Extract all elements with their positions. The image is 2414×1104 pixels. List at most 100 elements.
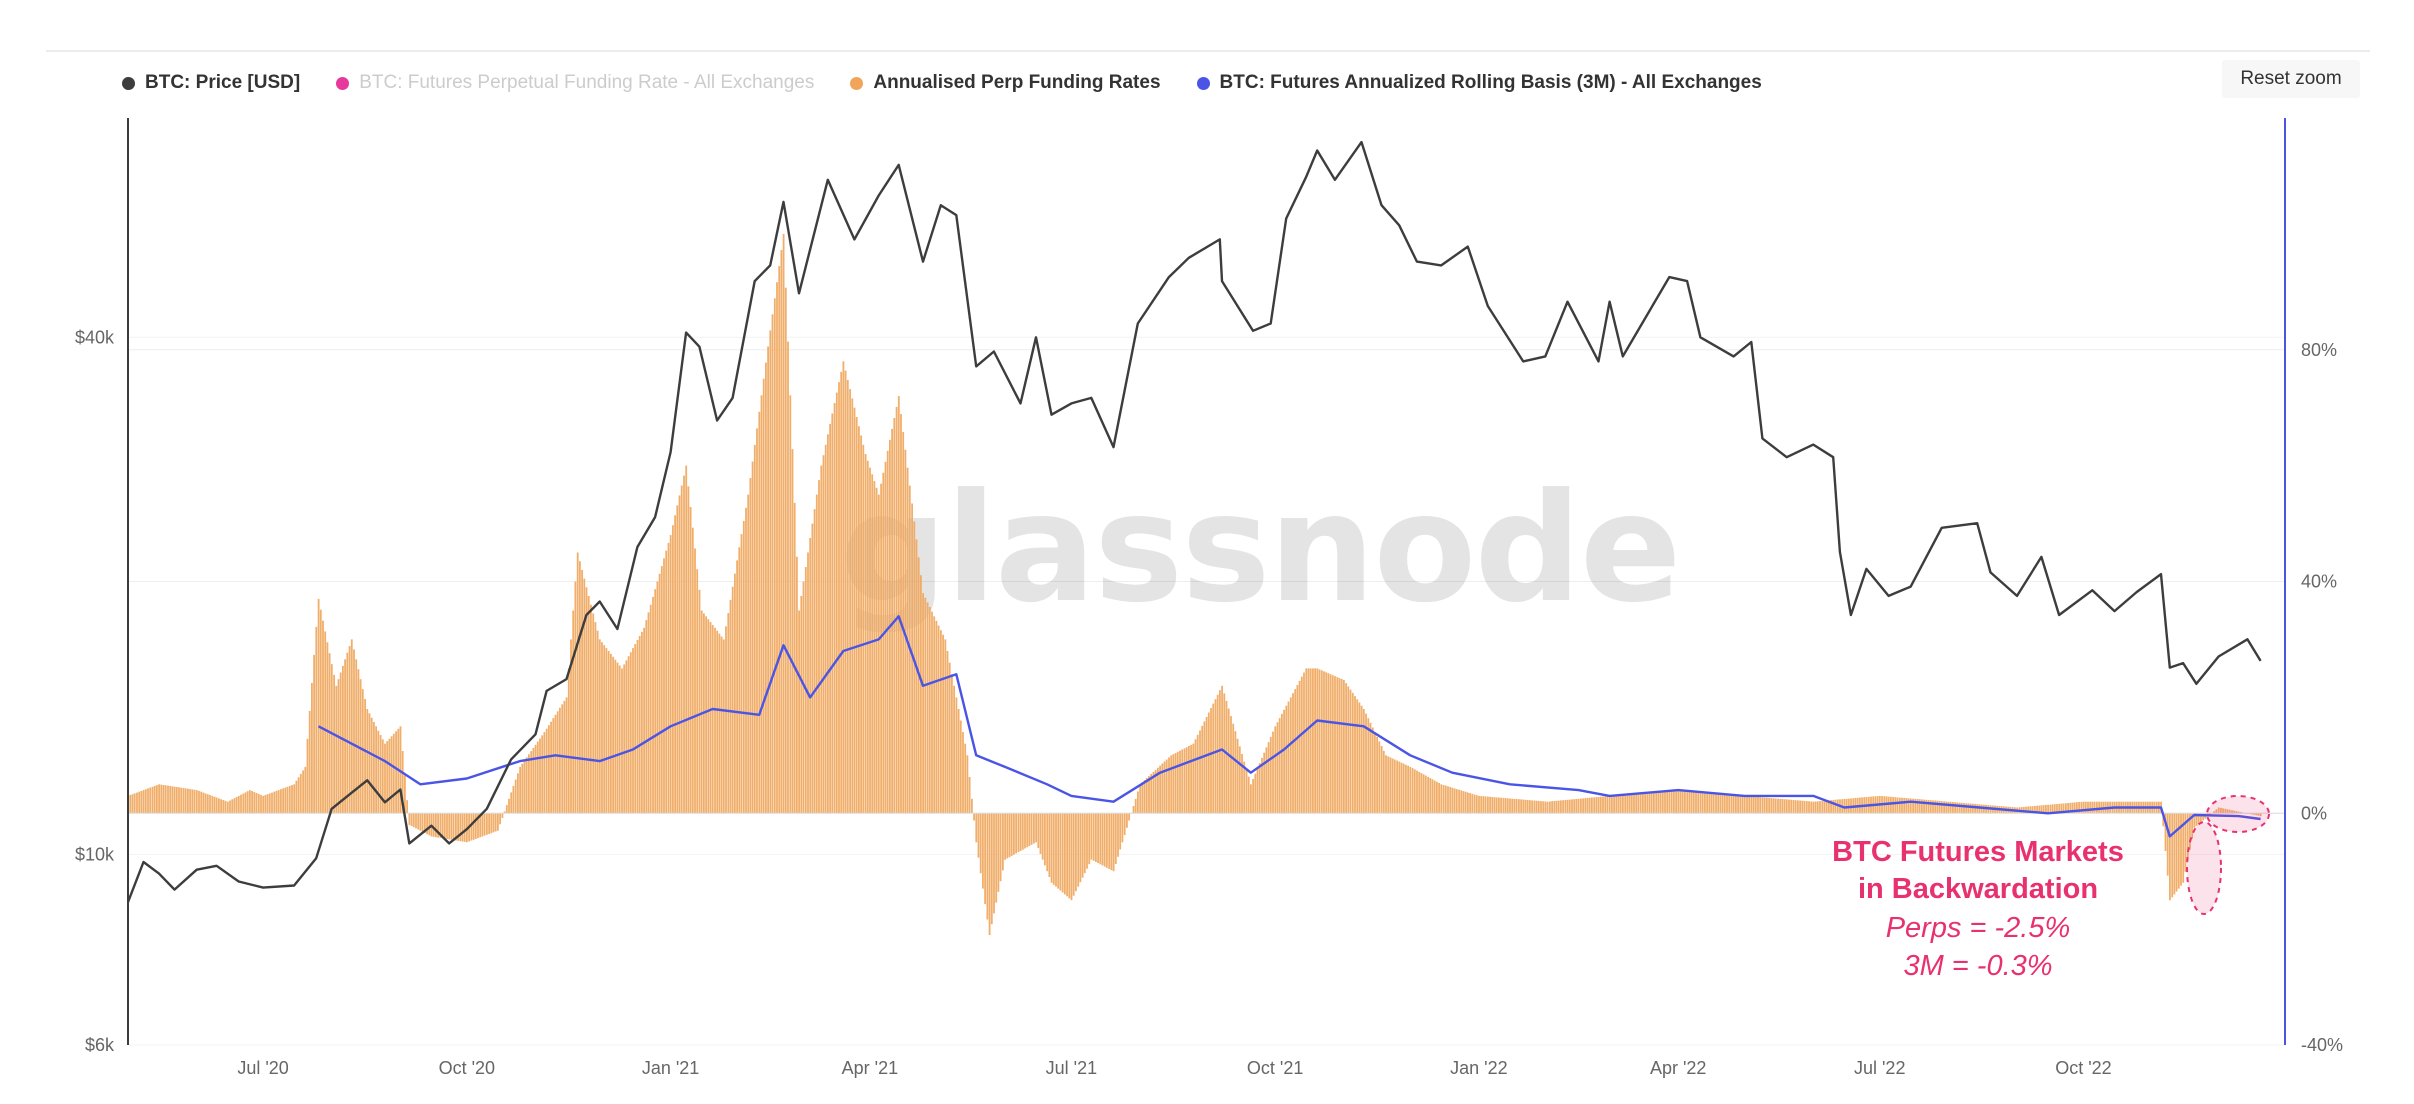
funding-bar <box>614 659 617 814</box>
funding-bar <box>1890 796 1892 814</box>
funding-bar <box>2186 813 2189 861</box>
funding-bar <box>598 639 601 814</box>
legend-item-rolling-basis[interactable]: BTC: Futures Annualized Rolling Basis (3… <box>1196 72 1762 94</box>
funding-bar <box>1216 694 1219 814</box>
funding-bar <box>1509 798 1511 814</box>
funding-bar <box>1320 670 1323 814</box>
funding-bar <box>1077 813 1080 887</box>
funding-bar <box>1088 813 1091 865</box>
funding-bar <box>975 813 978 843</box>
funding-bar <box>601 642 603 814</box>
funding-bar <box>1418 771 1421 814</box>
funding-bar <box>1086 813 1088 869</box>
funding-bar <box>211 795 214 814</box>
funding-bar <box>1750 796 1753 814</box>
funding-bar <box>1254 773 1257 814</box>
funding-bar <box>2200 813 2202 823</box>
legend-item-btc-price[interactable]: BTC: Price [USD] <box>122 72 300 94</box>
funding-bar <box>1396 760 1398 814</box>
funding-bar <box>156 785 158 814</box>
funding-bar <box>683 475 685 814</box>
funding-bar <box>1095 813 1097 862</box>
funding-bar <box>1710 793 1713 814</box>
funding-bar <box>147 788 149 814</box>
funding-bar <box>993 813 995 914</box>
funding-bar <box>536 741 539 814</box>
funding-bar <box>1196 734 1199 814</box>
funding-bar <box>627 656 630 814</box>
funding-bar <box>381 739 384 814</box>
funding-bar <box>649 604 652 814</box>
x-tick-label: Jul '21 <box>1046 1058 1097 1078</box>
funding-bar <box>311 682 313 814</box>
funding-bar <box>1704 792 1706 814</box>
funding-bar <box>1971 803 1974 814</box>
funding-bar <box>667 542 670 814</box>
funding-bar <box>392 733 395 814</box>
funding-bar <box>1974 803 1976 814</box>
funding-bar <box>707 619 710 814</box>
funding-bar <box>607 651 610 814</box>
funding-bar <box>264 795 267 814</box>
funding-bar <box>2222 808 2224 814</box>
funding-bar <box>820 465 823 814</box>
funding-bar <box>415 813 417 829</box>
legend-item-perp-funding-rate[interactable]: BTC: Futures Perpetual Funding Rate - Al… <box>336 72 814 94</box>
funding-bar <box>579 561 581 814</box>
funding-bar <box>474 813 477 839</box>
funding-bar <box>1706 792 1708 814</box>
funding-bar <box>1132 806 1135 814</box>
funding-bar <box>771 314 774 814</box>
funding-bar <box>1615 795 1618 814</box>
funding-bar <box>1444 785 1447 814</box>
funding-bar <box>138 791 141 814</box>
funding-bar <box>1152 771 1155 814</box>
funding-bar <box>1803 800 1806 814</box>
funding-bar <box>384 743 386 814</box>
funding-bar <box>1785 799 1788 814</box>
funding-bar <box>1230 716 1232 814</box>
funding-bar <box>1602 796 1604 814</box>
funding-bar <box>871 474 874 814</box>
funding-bar <box>656 581 659 814</box>
funding-bar <box>2078 802 2080 814</box>
funding-bar <box>1052 813 1055 885</box>
funding-bar <box>1697 791 1700 814</box>
funding-bar <box>1123 813 1126 835</box>
funding-bar <box>1108 813 1111 869</box>
funding-bar <box>1134 798 1137 814</box>
funding-bar <box>596 630 599 814</box>
funding-bar <box>1294 689 1297 814</box>
funding-bar <box>1267 742 1270 814</box>
funding-bar <box>1356 699 1359 814</box>
funding-bar <box>1128 813 1130 821</box>
annotation-ellipse-perps <box>2186 821 2222 915</box>
funding-bar <box>1305 668 1308 814</box>
funding-bar <box>789 395 792 814</box>
funding-bar <box>1934 800 1937 814</box>
funding-bar <box>335 685 338 814</box>
reset-zoom-button[interactable]: Reset zoom <box>2222 60 2360 98</box>
funding-bar <box>1814 801 1817 814</box>
funding-bar <box>1241 754 1243 814</box>
funding-bar <box>634 644 637 814</box>
funding-bar <box>2202 813 2205 821</box>
funding-bar <box>1393 759 1396 814</box>
funding-bar <box>1458 789 1460 814</box>
funding-bar <box>955 697 958 814</box>
funding-bar <box>1097 813 1099 864</box>
funding-bar <box>1728 794 1731 814</box>
funding-bar <box>762 378 765 814</box>
funding-bar <box>319 609 322 814</box>
funding-bar <box>1690 791 1693 814</box>
funding-bar <box>855 417 858 814</box>
funding-bar <box>528 754 530 814</box>
legend-item-annualised-perp-funding[interactable]: Annualised Perp Funding Rates <box>850 72 1161 94</box>
funding-bar <box>1768 797 1770 814</box>
funding-bar <box>740 534 743 814</box>
funding-bar <box>636 640 639 814</box>
funding-bar <box>2029 806 2032 814</box>
funding-bar <box>864 454 867 814</box>
funding-bar <box>1117 813 1119 857</box>
